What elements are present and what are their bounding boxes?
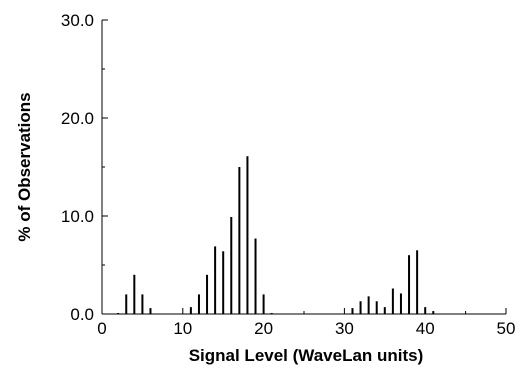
bar (424, 307, 427, 314)
bar (359, 301, 362, 314)
y-axis-ticks: 0.0 10.0 20.0 30.0 (61, 11, 108, 324)
x-axis-title: Signal Level (WaveLan units) (189, 346, 424, 365)
bar (375, 301, 378, 314)
x-tick-label: 30 (335, 319, 354, 338)
bar (214, 246, 217, 314)
bar (141, 294, 144, 314)
bar (222, 251, 225, 314)
y-tick-label: 10.0 (61, 207, 94, 226)
y-tick-label: 20.0 (61, 109, 94, 128)
y-axis-title: % of Observations (15, 92, 34, 241)
y-tick-label: 0.0 (70, 305, 94, 324)
bar (262, 294, 265, 314)
x-tick-label: 40 (416, 319, 435, 338)
bar (367, 296, 370, 314)
bar (238, 167, 241, 314)
bar (206, 274, 209, 314)
bar (149, 308, 152, 314)
bar (399, 293, 402, 314)
bar (133, 274, 136, 314)
x-tick-label: 0 (97, 319, 106, 338)
bar (246, 156, 249, 314)
x-tick-label: 10 (173, 319, 192, 338)
bar (432, 311, 435, 314)
bar (383, 307, 386, 314)
x-tick-label: 50 (497, 319, 516, 338)
bar (197, 294, 200, 314)
bar (230, 216, 233, 314)
bar (117, 313, 120, 314)
bar (270, 313, 273, 314)
bar (254, 238, 257, 314)
bar (125, 294, 128, 314)
bar (416, 250, 419, 314)
x-axis-ticks: 0 10 20 30 40 50 (97, 308, 515, 338)
bar (391, 288, 394, 314)
bar (189, 307, 192, 314)
y-tick-label: 30.0 (61, 11, 94, 30)
bar-series (117, 156, 435, 314)
bar (408, 255, 411, 314)
bar (351, 308, 354, 314)
x-tick-label: 20 (254, 319, 273, 338)
